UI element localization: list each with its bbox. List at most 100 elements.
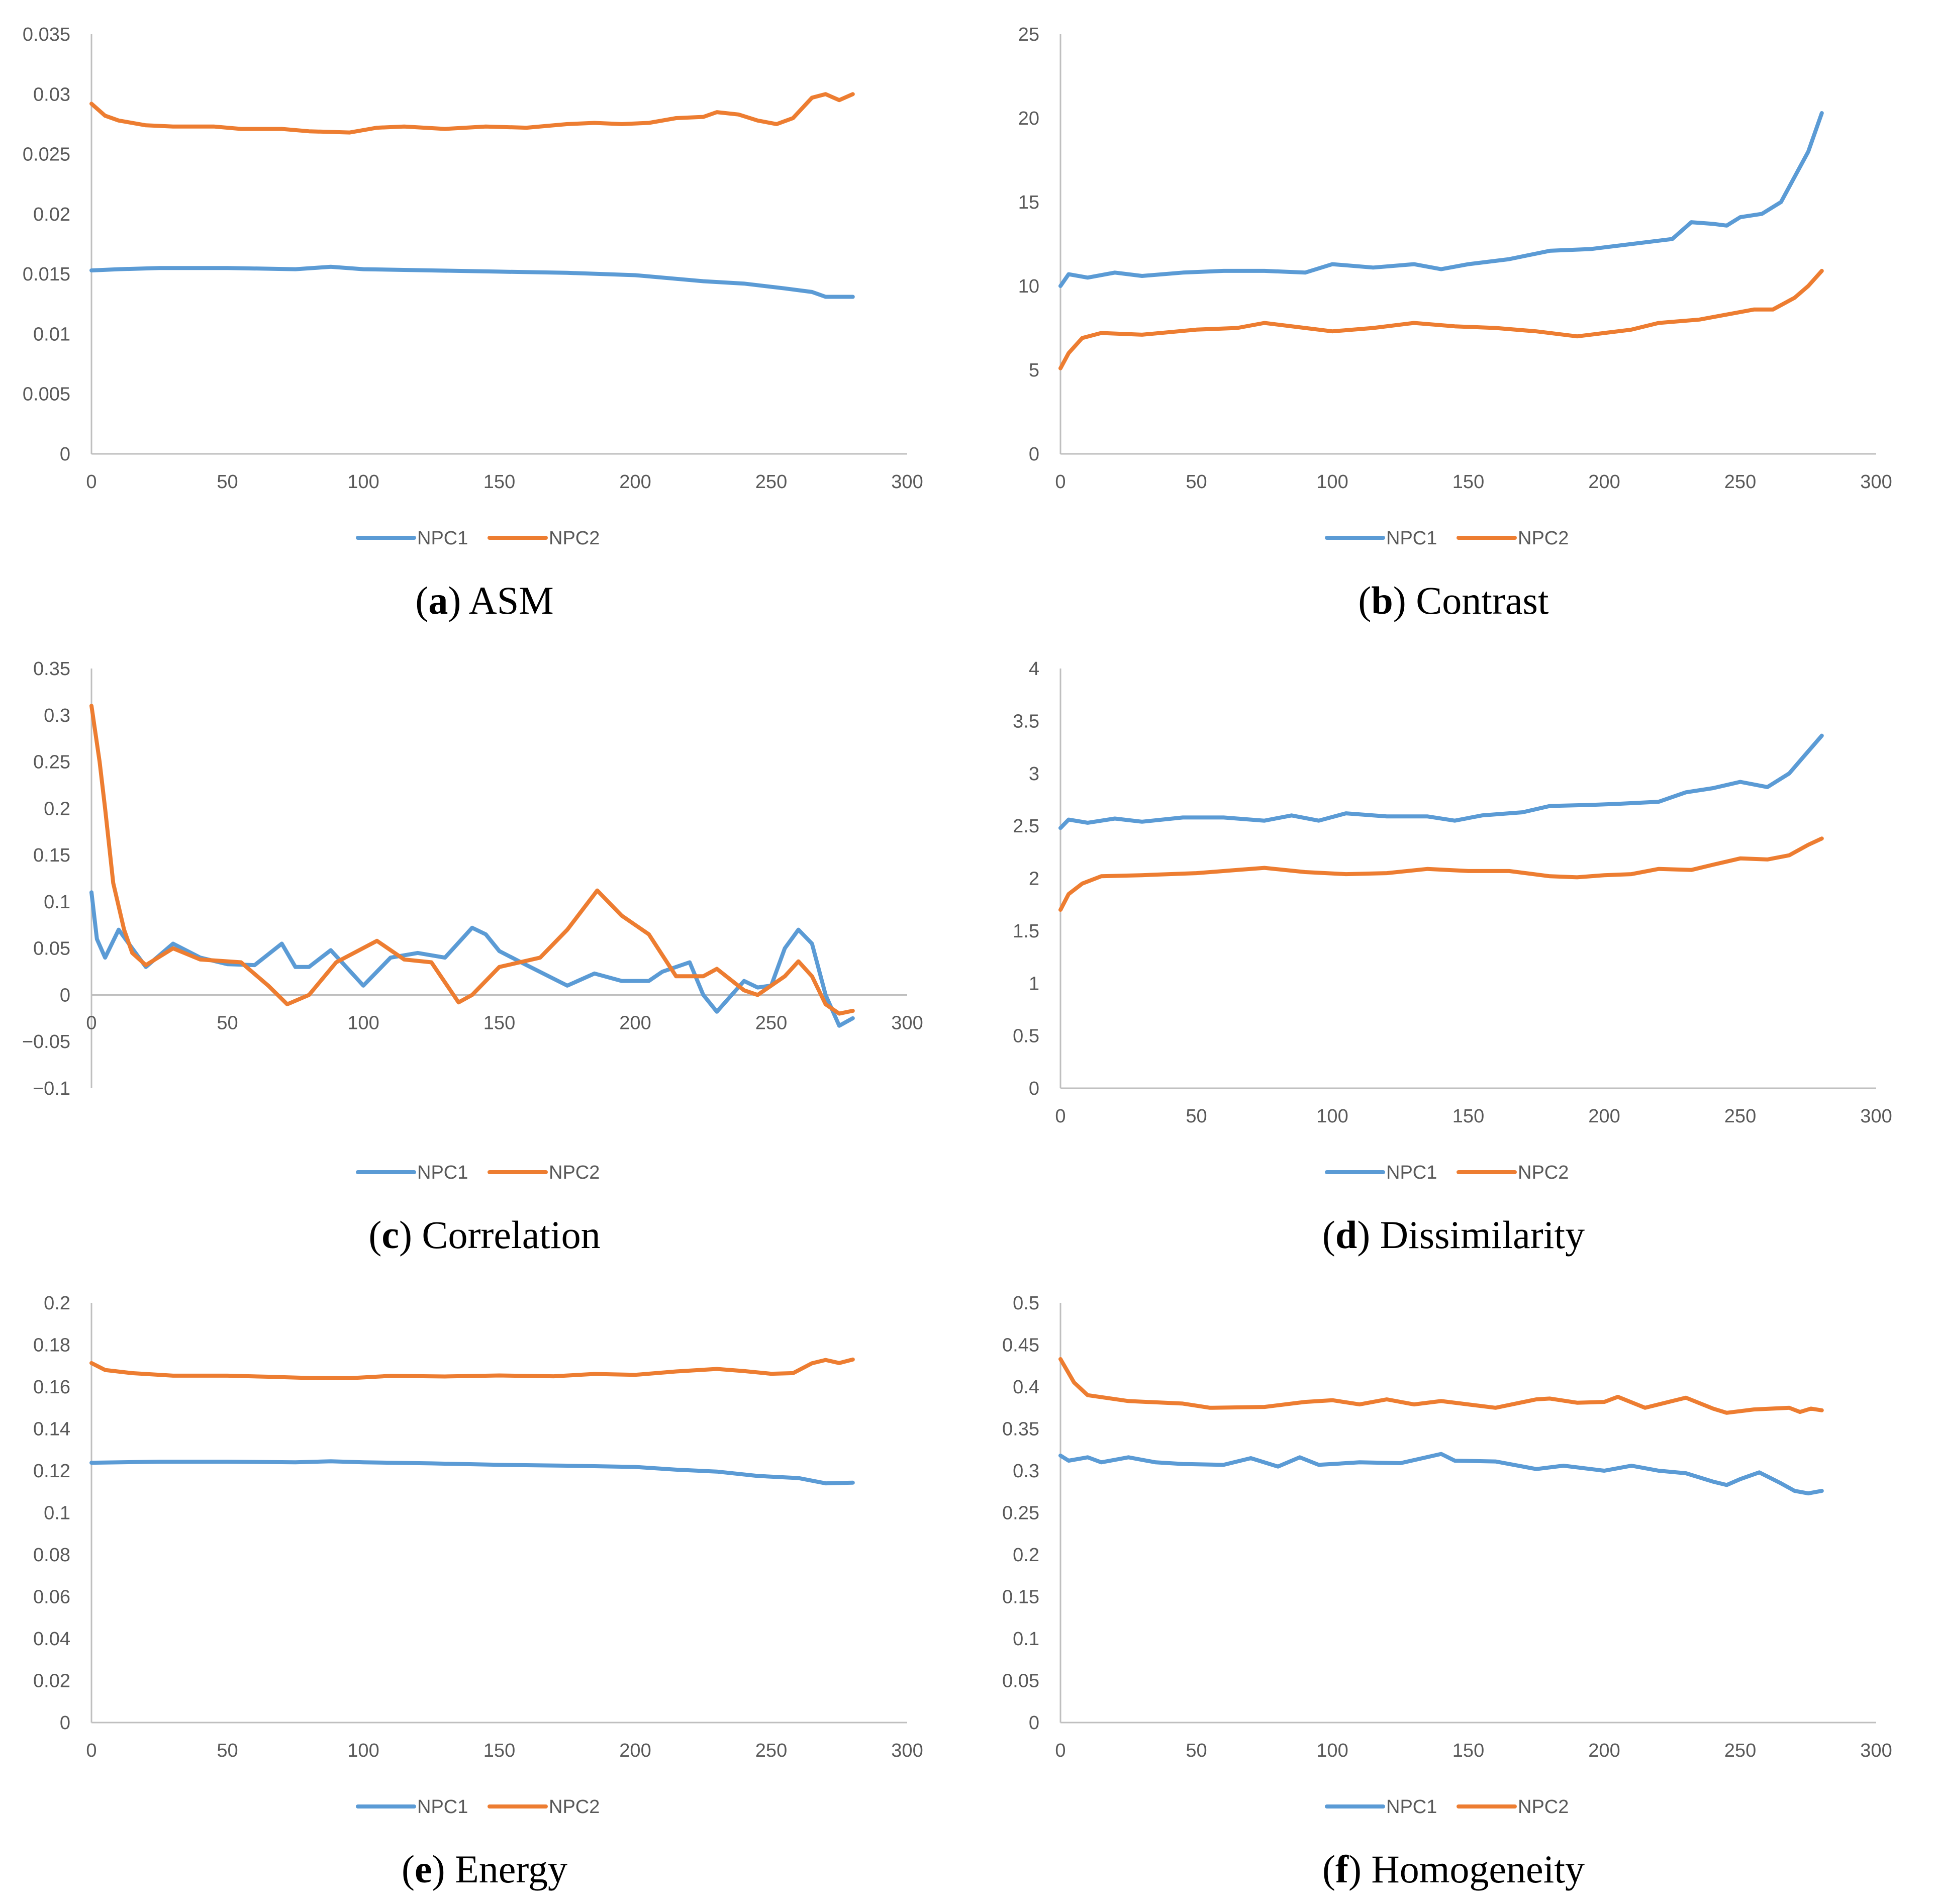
y-tick-label: 0.14 bbox=[33, 1419, 70, 1440]
series-line-npc1 bbox=[1058, 733, 1824, 830]
x-tick-label: 250 bbox=[755, 1012, 787, 1033]
y-tick-label: 0.025 bbox=[23, 144, 70, 165]
y-tick-label: 0.4 bbox=[1013, 1377, 1039, 1398]
series-line-npc2 bbox=[1058, 1357, 1824, 1415]
y-tick-label: 0.12 bbox=[33, 1461, 70, 1482]
x-tick-label: 250 bbox=[755, 471, 787, 493]
x-tick-label: 0 bbox=[1055, 1740, 1065, 1761]
chart-panel-f: 0 0.05 0.1 0.15 0.2 0.25 0.3 0.35 0.4 0.45 0.5 0 50 1… bbox=[969, 1269, 1938, 1903]
y-tick-label: 0 bbox=[60, 985, 70, 1006]
caption-letter: c bbox=[381, 1213, 399, 1257]
y-tick-label: 0.035 bbox=[23, 24, 70, 45]
y-tick-label: 0.18 bbox=[33, 1335, 70, 1356]
y-tick-label: 0.02 bbox=[33, 204, 70, 225]
y-tick-label: 0.2 bbox=[44, 798, 70, 819]
x-tick-label: 0 bbox=[1055, 471, 1065, 493]
caption-text: ) Dissimilarity bbox=[1357, 1213, 1585, 1257]
chart-panel-c: −0.1 −0.05 0 0.05 0.1 0.15 0.2 0.25 0.3 0.35 0 50 10… bbox=[0, 634, 969, 1269]
x-tick-label: 100 bbox=[1316, 1106, 1348, 1127]
x-tick-label: 50 bbox=[217, 471, 238, 493]
series-line-npc1 bbox=[89, 264, 855, 299]
x-tick-label: 150 bbox=[1452, 1740, 1484, 1761]
y-tick-label: 0.15 bbox=[1002, 1587, 1039, 1608]
x-tick-label: 0 bbox=[86, 1740, 96, 1761]
series-line-npc1 bbox=[89, 890, 855, 1028]
x-tick-label: 150 bbox=[483, 1740, 515, 1761]
series-line-npc2 bbox=[89, 92, 855, 135]
chart-caption: (a) ASM bbox=[415, 579, 554, 622]
y-tick-label: 10 bbox=[1018, 276, 1039, 297]
x-tick-label: 200 bbox=[619, 1012, 651, 1033]
y-tick-label: −0.1 bbox=[33, 1078, 70, 1099]
x-tick-label: 50 bbox=[1186, 1106, 1207, 1127]
y-tick-label: −0.05 bbox=[22, 1031, 70, 1053]
legend-label-npc1: NPC1 bbox=[1386, 1162, 1437, 1183]
x-tick-label: 300 bbox=[1860, 471, 1892, 493]
caption-letter: d bbox=[1335, 1213, 1358, 1257]
x-tick-label: 300 bbox=[891, 1740, 923, 1761]
y-tick-label: 2 bbox=[1029, 869, 1039, 890]
y-tick-label: 0.08 bbox=[33, 1545, 70, 1566]
x-tick-label: 150 bbox=[1452, 471, 1484, 493]
y-tick-label: 0.04 bbox=[33, 1629, 70, 1650]
legend-label-npc2: NPC2 bbox=[549, 1162, 600, 1183]
x-tick-label: 200 bbox=[619, 1740, 651, 1761]
chart-panel-a: 0 0.005 0.01 0.015 0.02 0.025 0.03 0.035 0 50 100 1… bbox=[0, 0, 969, 634]
series-line-npc2 bbox=[89, 704, 855, 1016]
series-line-npc1 bbox=[1058, 1452, 1824, 1496]
y-tick-label: 3.5 bbox=[1013, 711, 1039, 732]
line-chart: 0 0.5 1 1.5 2 2.5 3 3.5 4 0 50 100 150 200 250 300 NPC1 N… bbox=[1013, 658, 1892, 1183]
y-tick-label: 1 bbox=[1029, 973, 1039, 994]
series-line-npc2 bbox=[1058, 268, 1824, 370]
x-tick-label: 100 bbox=[347, 471, 379, 493]
series-line-npc2 bbox=[1058, 836, 1824, 912]
y-tick-label: 0.015 bbox=[23, 264, 70, 285]
caption-letter: e bbox=[415, 1847, 432, 1891]
chart-caption: (b) Contrast bbox=[1358, 579, 1549, 622]
x-tick-label: 0 bbox=[86, 471, 96, 493]
y-tick-label: 0.35 bbox=[1002, 1419, 1039, 1440]
x-tick-label: 100 bbox=[347, 1740, 379, 1761]
caption-text: ) Correlation bbox=[399, 1213, 601, 1257]
chart-caption: (d) Dissimilarity bbox=[1322, 1213, 1585, 1257]
y-tick-label: 0.35 bbox=[33, 658, 70, 680]
x-tick-label: 200 bbox=[1588, 1106, 1620, 1127]
caption-text: ) Homogeneity bbox=[1348, 1847, 1585, 1891]
y-tick-label: 0.5 bbox=[1013, 1026, 1039, 1047]
chart-panel-d: 0 0.5 1 1.5 2 2.5 3 3.5 4 0 50 100 150 200 250 300 NPC1 N… bbox=[969, 634, 1938, 1269]
y-tick-label: 0.25 bbox=[1002, 1503, 1039, 1524]
y-tick-label: 25 bbox=[1018, 24, 1039, 45]
y-tick-label: 0 bbox=[60, 1712, 70, 1734]
x-tick-label: 200 bbox=[619, 471, 651, 493]
y-tick-label: 0.005 bbox=[23, 384, 70, 405]
y-tick-label: 5 bbox=[1029, 360, 1039, 381]
x-tick-label: 250 bbox=[1724, 1106, 1756, 1127]
y-tick-label: 1.5 bbox=[1013, 921, 1039, 942]
y-tick-label: 0 bbox=[1029, 444, 1039, 465]
x-tick-label: 50 bbox=[217, 1012, 238, 1033]
legend-label-npc2: NPC2 bbox=[549, 528, 600, 549]
x-tick-label: 150 bbox=[1452, 1106, 1484, 1127]
chart-caption: (e) Energy bbox=[402, 1847, 567, 1891]
x-tick-label: 100 bbox=[1316, 471, 1348, 493]
y-tick-label: 0.01 bbox=[33, 324, 70, 345]
line-chart: 0 0.02 0.04 0.06 0.08 0.1 0.12 0.14 0.16 0.18 0.2 0… bbox=[33, 1293, 923, 1818]
y-tick-label: 0.02 bbox=[33, 1671, 70, 1692]
caption-text: ) Energy bbox=[432, 1847, 567, 1891]
legend-label-npc1: NPC1 bbox=[417, 1162, 468, 1183]
x-tick-label: 250 bbox=[755, 1740, 787, 1761]
x-tick-label: 150 bbox=[483, 1012, 515, 1033]
caption-text: ) ASM bbox=[448, 579, 554, 622]
x-tick-label: 200 bbox=[1588, 1740, 1620, 1761]
x-tick-label: 50 bbox=[217, 1740, 238, 1761]
x-tick-label: 0 bbox=[86, 1012, 96, 1033]
caption-letter: a bbox=[428, 579, 448, 622]
chart-panel-e: 0 0.02 0.04 0.06 0.08 0.1 0.12 0.14 0.16 0.18 0.2 0… bbox=[0, 1269, 969, 1903]
chart-caption: (c) Correlation bbox=[368, 1213, 601, 1257]
y-tick-label: 0.2 bbox=[44, 1293, 70, 1314]
legend-label-npc2: NPC2 bbox=[1518, 1796, 1569, 1818]
y-tick-label: 0.45 bbox=[1002, 1335, 1039, 1356]
y-tick-label: 0.06 bbox=[33, 1587, 70, 1608]
caption-letter: f bbox=[1335, 1847, 1348, 1891]
